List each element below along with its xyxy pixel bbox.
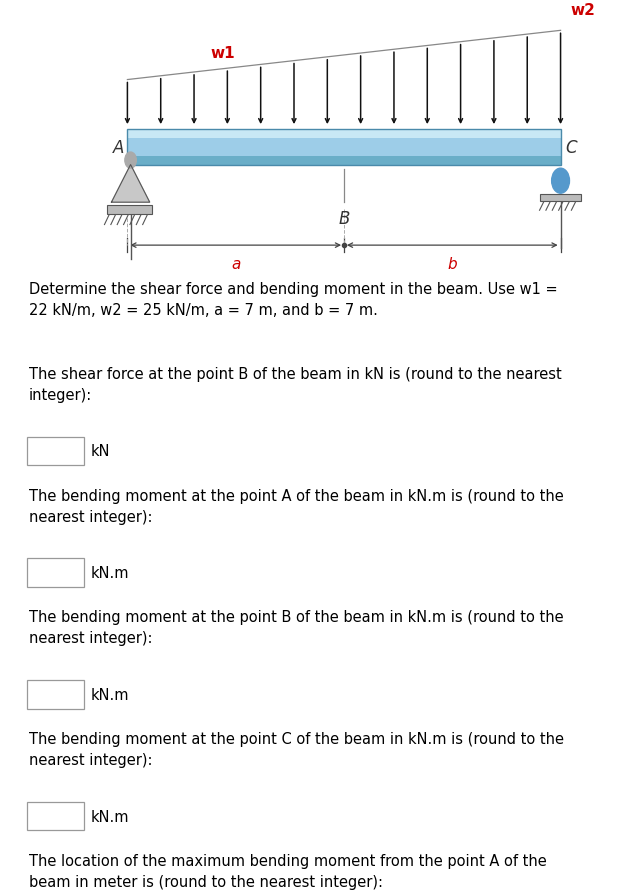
Text: kN.m: kN.m [90,809,129,823]
Text: The bending moment at the point A of the beam in kN.m is (round to the
nearest i: The bending moment at the point A of the… [29,488,563,524]
Bar [107,206,152,215]
Text: A: A [113,139,124,156]
Bar [127,156,561,165]
FancyBboxPatch shape [27,802,84,831]
Text: w2: w2 [570,3,595,18]
Text: The bending moment at the point C of the beam in kN.m is (round to the
nearest i: The bending moment at the point C of the… [29,731,564,767]
Bar [540,195,581,202]
Circle shape [125,153,136,169]
Circle shape [552,169,569,194]
Bar [127,130,561,139]
Text: C: C [566,139,577,156]
Text: kN.m: kN.m [90,687,129,702]
Text: kN: kN [90,444,110,459]
Text: w1: w1 [211,46,235,61]
Text: kN.m: kN.m [90,566,129,580]
Text: The location of the maximum bending moment from the point A of the
beam in meter: The location of the maximum bending mome… [29,853,547,889]
Text: b: b [447,257,457,272]
Polygon shape [111,165,150,203]
Text: The bending moment at the point B of the beam in kN.m is (round to the
nearest i: The bending moment at the point B of the… [29,610,563,645]
Text: The shear force at the point B of the beam in kN is (round to the nearest
intege: The shear force at the point B of the be… [29,367,561,402]
FancyBboxPatch shape [27,680,84,709]
FancyBboxPatch shape [27,437,84,466]
FancyBboxPatch shape [27,559,84,587]
Text: Determine the shear force and bending moment in the beam. Use w1 =
22 kN/m, w2 =: Determine the shear force and bending mo… [29,282,557,317]
Bar [127,139,561,156]
Text: B: B [338,210,350,228]
Text: a: a [231,257,240,272]
Bar [127,130,561,165]
